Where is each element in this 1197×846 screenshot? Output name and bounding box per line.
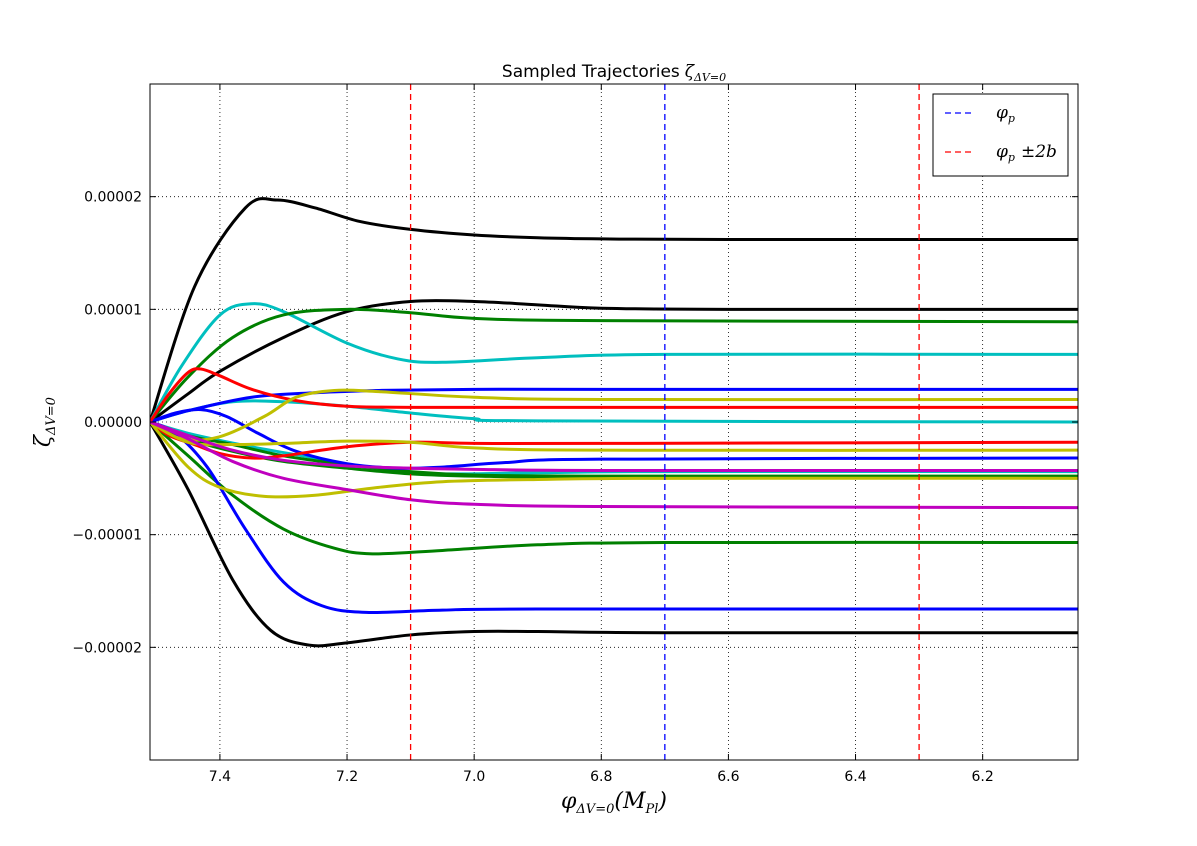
legend-label-phi-p-2b: φp ±2b [996,142,1057,164]
series-line-3 [150,420,1078,648]
x-tick-label: 6.8 [590,769,612,785]
series-layer [150,197,1078,648]
axis-ticks: 7.4 7.2 7.0 6.8 6.6 6.4 6.2 0.00002 0.00001 0.000… [72,84,1078,785]
series-line-14 [150,367,1078,424]
series-line-7 [150,307,1078,424]
series-line-12 [150,387,1078,424]
legend-label-phi-p: φp [996,103,1015,125]
x-tick-label: 6.4 [844,769,866,785]
series-line-16 [150,420,1078,499]
series-line-4 [150,302,1078,424]
y-tick-label: −0.00001 [72,528,142,544]
x-tick-label: 6.2 [972,769,994,785]
series-line-17 [150,388,1078,442]
series-line-2 [150,299,1078,424]
series-line-8 [150,420,1078,556]
series-line-19 [150,420,1078,510]
chart-title: Sampled Trajectories ζΔV=0 [502,62,726,84]
y-axis-label: ζΔV=0 [31,397,59,447]
x-tick-label: 7.0 [463,769,485,785]
x-axis-label: φΔV=0(MPl) [561,789,667,817]
series-line-11 [150,420,1078,615]
x-tick-label: 7.4 [209,769,231,785]
y-tick-label: 0.00000 [84,415,142,431]
legend-box [932,93,1069,177]
y-tick-label: 0.00001 [84,302,142,318]
reference-lines [409,84,920,760]
y-tick-label: −0.00002 [72,640,142,656]
x-tick-label: 6.6 [717,769,739,785]
y-tick-label: 0.00002 [84,190,142,206]
legend: φp φp ±2b [932,93,1069,177]
x-tick-label: 7.2 [336,769,358,785]
